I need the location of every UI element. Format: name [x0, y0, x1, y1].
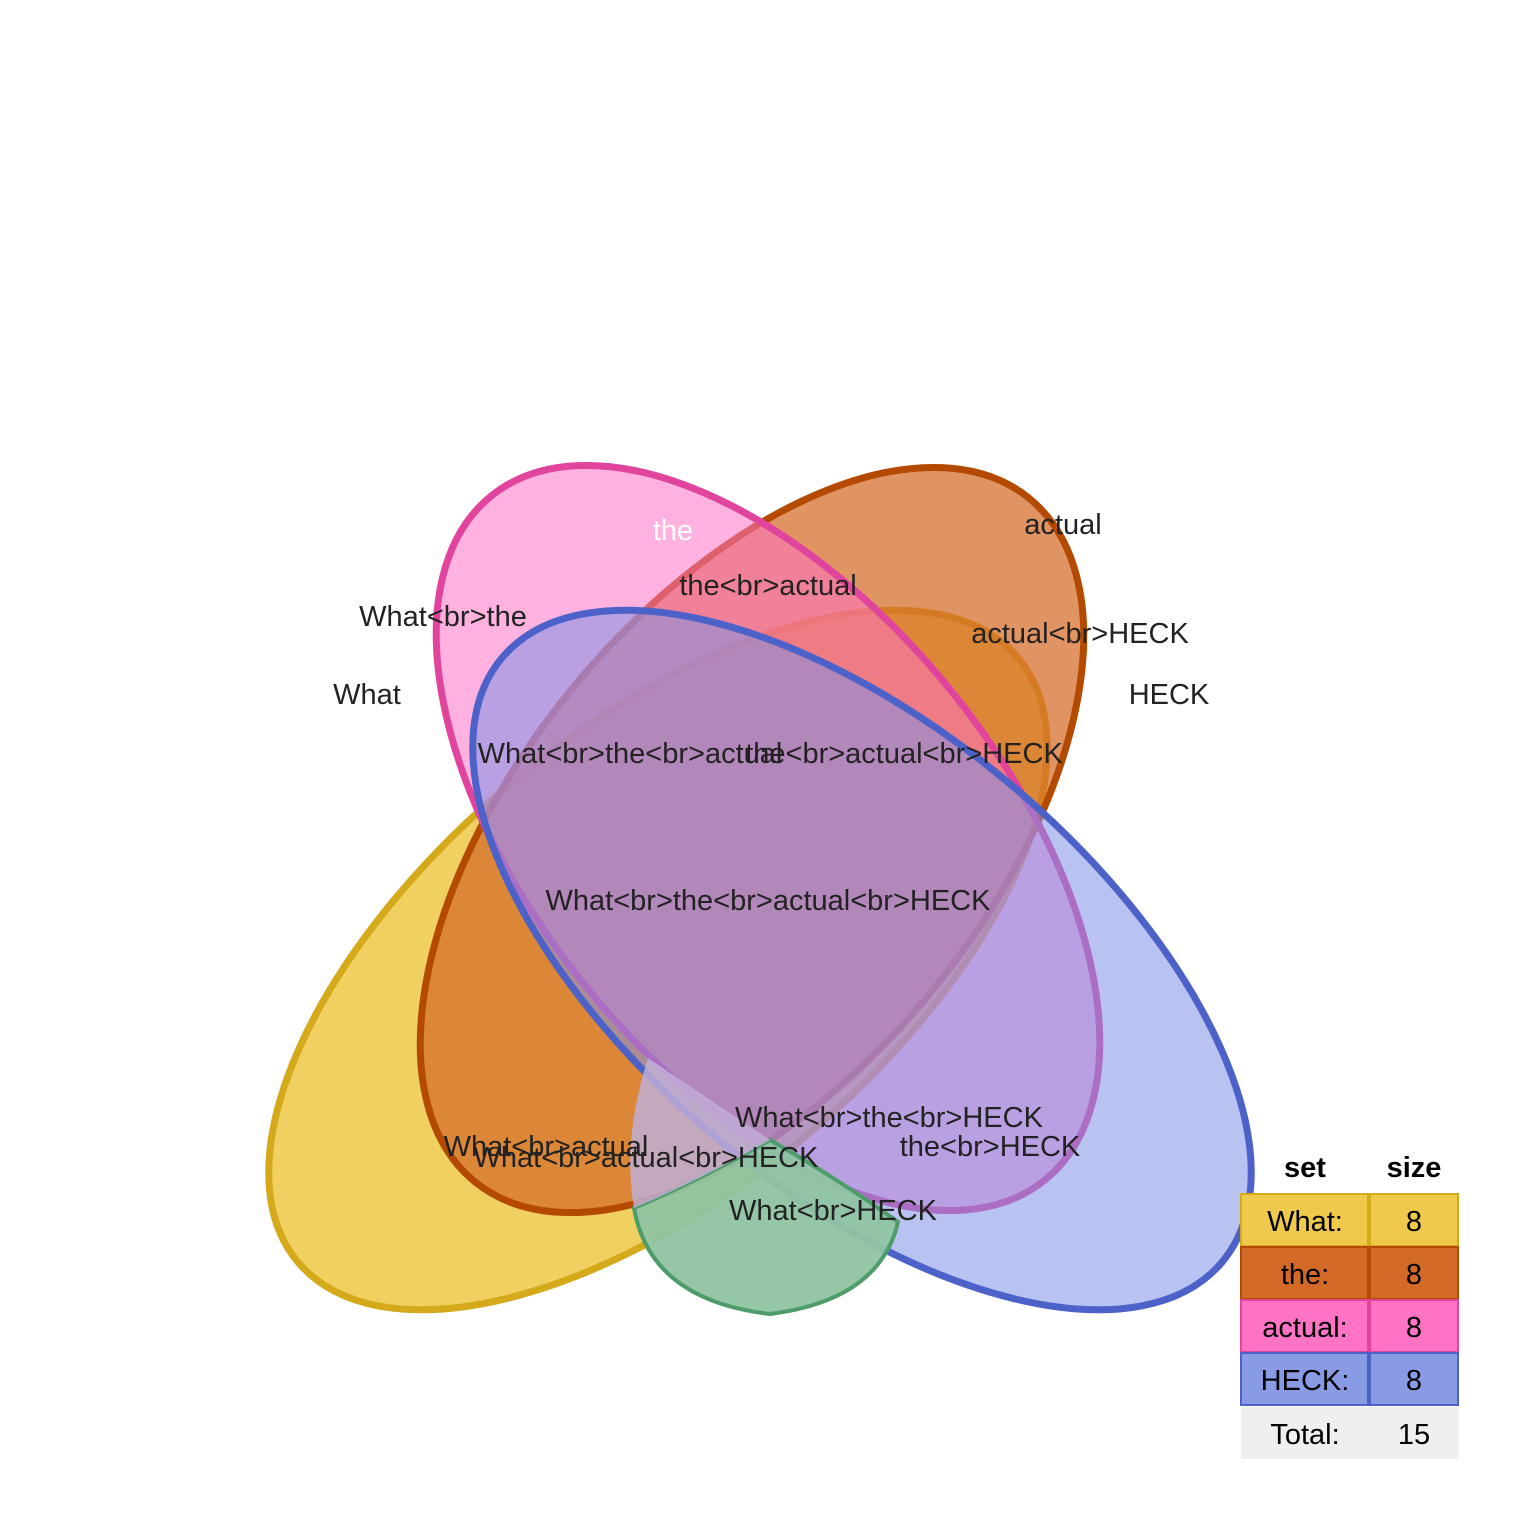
label-what-heck: What<br>HECK: [729, 1195, 938, 1227]
table-total-row: Total: 15: [1241, 1407, 1459, 1459]
table-cell-size: 8: [1406, 1259, 1422, 1291]
what-actual-heck-overlap: [630, 1058, 770, 1208]
table-cell-set: the:: [1281, 1259, 1329, 1291]
table-row: What: 8: [1240, 1193, 1459, 1247]
label-what-actual: What<br>actual: [444, 1131, 649, 1163]
label-the: the: [653, 515, 693, 547]
label-the-actual: the<br>actual: [679, 570, 856, 602]
table-header-set: set: [1284, 1152, 1326, 1184]
table-cell-set: actual:: [1262, 1312, 1347, 1344]
label-what-the-actual: What<br>the<br>actual: [478, 738, 783, 770]
table-cell-set: What:: [1267, 1206, 1343, 1238]
label-what-the-heck: What<br>the<br>HECK: [735, 1102, 1044, 1134]
table-header-size: size: [1387, 1152, 1442, 1184]
table-row: the: 8: [1240, 1246, 1459, 1300]
table-cell-size: 8: [1406, 1312, 1422, 1344]
label-the-heck: the<br>HECK: [900, 1131, 1081, 1163]
label-what: What: [333, 679, 401, 711]
table-total-label: Total:: [1270, 1419, 1339, 1451]
label-actual-heck: actual<br>HECK: [971, 618, 1189, 650]
label-all-sets: What<br>the<br>actual<br>HECK: [546, 885, 992, 917]
label-what-the: What<br>the: [359, 601, 527, 633]
label-actual: actual: [1024, 509, 1101, 541]
table-cell-size: 8: [1406, 1365, 1422, 1397]
table-cell-size: 8: [1406, 1206, 1422, 1238]
table-cell-set: HECK:: [1261, 1365, 1350, 1397]
label-the-actual-heck: the<br>actual<br>HECK: [745, 738, 1063, 770]
table-row: HECK: 8: [1240, 1352, 1459, 1406]
table-row: actual: 8: [1240, 1299, 1459, 1353]
label-what-actual-heck: What<br>actual<br>HECK: [474, 1142, 820, 1174]
set-size-table: set size What: 8 the: 8 actual: 8 HECK: …: [1240, 1152, 1459, 1459]
label-heck: HECK: [1129, 679, 1210, 711]
table-total-value: 15: [1398, 1419, 1430, 1451]
